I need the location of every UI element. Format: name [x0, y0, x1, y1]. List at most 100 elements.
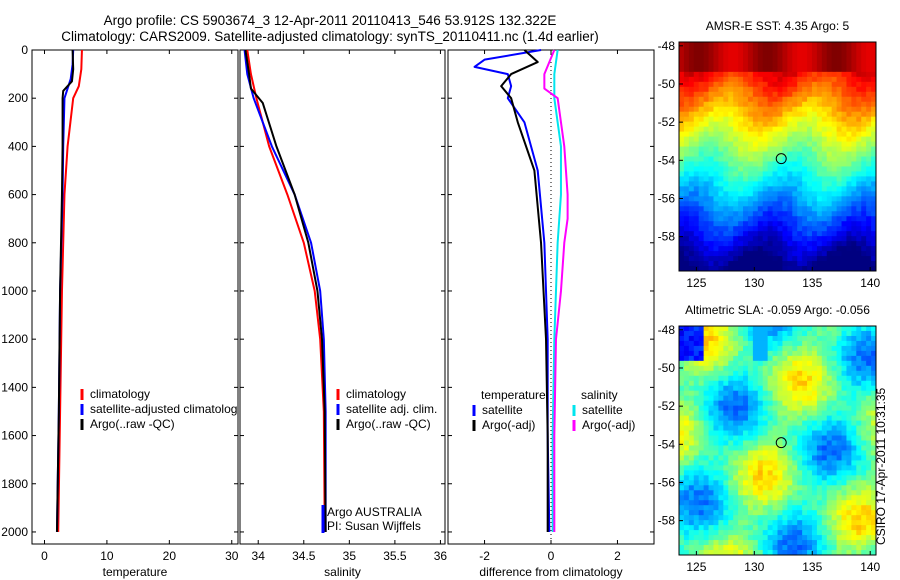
- heatmap-cell: [861, 400, 867, 407]
- heatmap-cell: [698, 86, 705, 93]
- heatmap-cell: [816, 515, 823, 521]
- heatmap-cell: [733, 326, 739, 332]
- heatmap-cell: [802, 256, 808, 262]
- heatmap-cell: [782, 216, 788, 222]
- heatmap-cell: [836, 221, 843, 227]
- heatmap-cell: [693, 241, 700, 247]
- heatmap-cell: [851, 231, 857, 237]
- heatmap-cell: [836, 545, 843, 551]
- heatmap-cell: [797, 405, 803, 412]
- heatmap-cell: [782, 226, 788, 232]
- heatmap-cell: [807, 335, 813, 342]
- heatmap-cell: [693, 141, 700, 148]
- heatmap-cell: [782, 101, 788, 108]
- heatmap-cell: [861, 550, 867, 555]
- heatmap-cell: [846, 340, 852, 347]
- heatmap-cell: [777, 161, 784, 168]
- depth-tick-label: 1200: [1, 332, 28, 346]
- heatmap-cell: [762, 380, 769, 387]
- heatmap-cell: [733, 101, 739, 108]
- heatmap-cell: [866, 261, 872, 267]
- heatmap-cell: [747, 126, 754, 133]
- heatmap-cell: [792, 535, 798, 541]
- heatmap-cell: [688, 440, 695, 447]
- heatmap-cell: [821, 460, 828, 466]
- heatmap-cell: [762, 425, 769, 432]
- heatmap-cell: [802, 166, 808, 173]
- heatmap-cell: [747, 340, 754, 347]
- heatmap-cell: [728, 435, 734, 442]
- heatmap-cell: [782, 500, 788, 506]
- heatmap-cell: [841, 101, 848, 108]
- heatmap-cell: [728, 485, 734, 491]
- heatmap-cell: [738, 221, 744, 227]
- heatmap-cell: [728, 151, 734, 158]
- heatmap-cell: [708, 470, 715, 476]
- heatmap-cell: [767, 460, 774, 466]
- heatmap-cell: [693, 415, 700, 422]
- heatmap-cell: [723, 460, 729, 466]
- heatmap-cell: [821, 410, 828, 417]
- heatmap-cell: [831, 76, 838, 83]
- heatmap-cell: [802, 480, 808, 486]
- heatmap-cell: [797, 261, 803, 267]
- heatmap-cell: [713, 231, 719, 237]
- heatmap-cell: [831, 226, 838, 232]
- heatmap-cell: [767, 161, 774, 168]
- heatmap-cell: [866, 335, 872, 342]
- heatmap-cell: [772, 335, 779, 342]
- heatmap-cell: [836, 51, 843, 58]
- heatmap-cell: [797, 76, 803, 83]
- heatmap-cell: [821, 91, 828, 98]
- heatmap-cell: [733, 470, 739, 476]
- heatmap-cell: [782, 206, 788, 212]
- heatmap-cell: [826, 241, 833, 247]
- heatmap-cell: [856, 176, 862, 182]
- heatmap-cell: [767, 430, 774, 437]
- heatmap-cell: [856, 61, 862, 68]
- sst-map-ytick-label: -58: [658, 230, 676, 244]
- heatmap-cell: [772, 241, 779, 247]
- heatmap-cell: [728, 201, 734, 207]
- heatmap-cell: [831, 131, 838, 138]
- heatmap-cell: [846, 146, 852, 153]
- heatmap-cell: [861, 350, 867, 357]
- heatmap-cell: [703, 246, 710, 252]
- heatmap-cell: [723, 236, 729, 242]
- heatmap-cell: [871, 91, 876, 98]
- heatmap-cell: [816, 216, 823, 222]
- heatmap-cell: [698, 211, 705, 217]
- heatmap-cell: [811, 495, 818, 501]
- heatmap-cell: [866, 256, 872, 262]
- heatmap-cell: [797, 121, 803, 128]
- heatmap-cell: [713, 96, 719, 103]
- heatmap-cell: [826, 146, 833, 153]
- heatmap-cell: [787, 326, 793, 332]
- heatmap-cell: [723, 520, 729, 526]
- heatmap-cell: [856, 136, 862, 143]
- heatmap-cell: [816, 101, 823, 108]
- heatmap-cell: [826, 465, 833, 471]
- heatmap-cell: [703, 51, 710, 58]
- heatmap-cell: [851, 236, 857, 242]
- heatmap-cell: [856, 106, 862, 113]
- heatmap-cell: [738, 61, 744, 68]
- heatmap-cell: [713, 535, 719, 541]
- heatmap-cell: [752, 345, 759, 352]
- heatmap-cell: [831, 251, 838, 257]
- heatmap-cell: [772, 340, 779, 347]
- heatmap-cell: [762, 251, 769, 257]
- heatmap-cell: [703, 61, 710, 68]
- heatmap-cell: [816, 345, 823, 352]
- heatmap-cell: [816, 490, 823, 496]
- heatmap-cell: [708, 201, 715, 207]
- salinity-panel: 34 34.5 35 35.5 36salinityclimatologysatelli…: [239, 49, 447, 579]
- heatmap-cell: [851, 525, 857, 531]
- heatmap-cell: [772, 51, 779, 58]
- heatmap-cell: [797, 81, 803, 88]
- heatmap-cell: [688, 116, 695, 123]
- heatmap-cell: [703, 365, 710, 372]
- heatmap-cell: [851, 216, 857, 222]
- heatmap-cell: [871, 490, 876, 496]
- sla-map-xtick-label: 140: [860, 560, 880, 574]
